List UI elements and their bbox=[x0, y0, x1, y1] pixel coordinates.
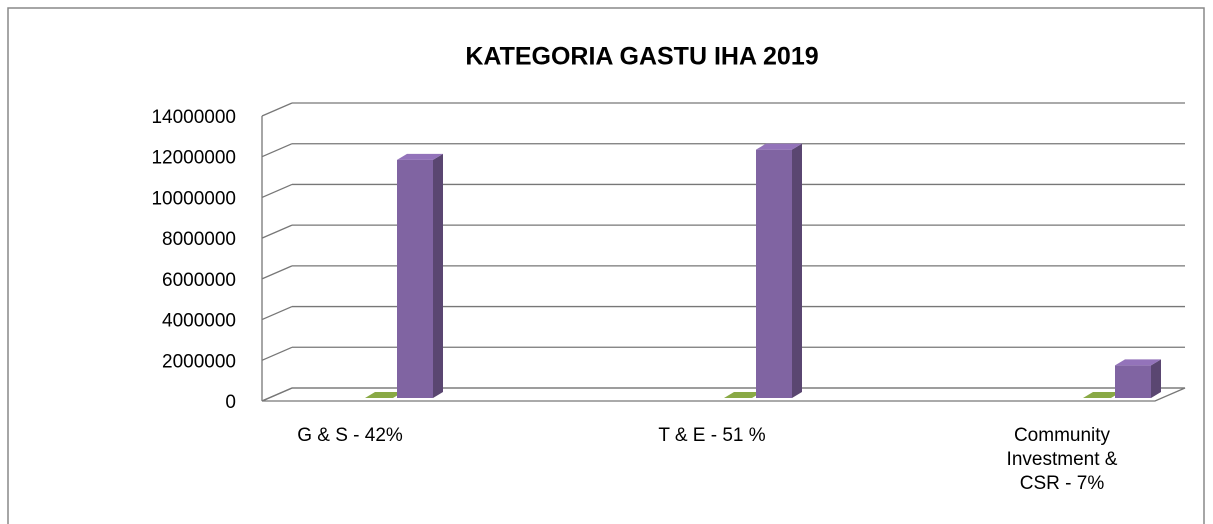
grid-line bbox=[261, 305, 293, 321]
grid-line bbox=[261, 183, 293, 199]
y-tick-label: 8000000 bbox=[162, 229, 236, 250]
grid-line bbox=[261, 143, 293, 158]
chart-border bbox=[7, 7, 1205, 524]
grid-line bbox=[261, 346, 293, 361]
y-tick-label: 10000000 bbox=[151, 188, 236, 209]
bar-side bbox=[792, 143, 802, 398]
y-tick-label: 6000000 bbox=[162, 270, 236, 291]
bar-top bbox=[397, 153, 443, 160]
bar bbox=[756, 149, 792, 398]
y-tick-label: 2000000 bbox=[162, 351, 236, 372]
bar-side bbox=[1151, 359, 1161, 398]
bar bbox=[1115, 365, 1151, 398]
bar-top bbox=[1115, 359, 1161, 366]
floor bbox=[261, 387, 1186, 402]
bar-top bbox=[756, 143, 802, 150]
x-tick-label: G & S - 42% bbox=[297, 425, 403, 446]
grid-line bbox=[261, 265, 293, 280]
y-tick-label: 14000000 bbox=[151, 107, 236, 128]
grid-line bbox=[261, 224, 293, 239]
bar-top bbox=[1083, 392, 1121, 398]
y-tick-label: 12000000 bbox=[151, 148, 236, 169]
grid-line bbox=[261, 102, 293, 117]
chart-title: KATEGORIA GASTU IHA 2019 bbox=[465, 43, 818, 71]
bar-top bbox=[724, 392, 762, 398]
bar-side bbox=[433, 153, 443, 398]
x-tick-label: T & E - 51 % bbox=[658, 425, 766, 446]
y-tick-label: 0 bbox=[225, 392, 236, 413]
x-tick-label: Community Investment & CSR - 7% bbox=[1006, 425, 1118, 494]
y-tick-label: 4000000 bbox=[162, 311, 236, 332]
bar-top bbox=[365, 392, 403, 398]
bar bbox=[397, 159, 433, 398]
